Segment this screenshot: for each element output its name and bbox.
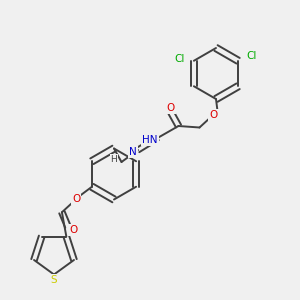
Text: H: H bbox=[111, 154, 117, 164]
Text: O: O bbox=[69, 225, 77, 235]
Text: Cl: Cl bbox=[246, 51, 257, 61]
Text: Cl: Cl bbox=[174, 54, 185, 64]
Text: O: O bbox=[72, 194, 80, 204]
Text: O: O bbox=[167, 103, 175, 113]
Text: N: N bbox=[129, 147, 136, 158]
Text: O: O bbox=[209, 110, 218, 120]
Text: S: S bbox=[51, 275, 57, 285]
Text: HN: HN bbox=[142, 134, 158, 145]
